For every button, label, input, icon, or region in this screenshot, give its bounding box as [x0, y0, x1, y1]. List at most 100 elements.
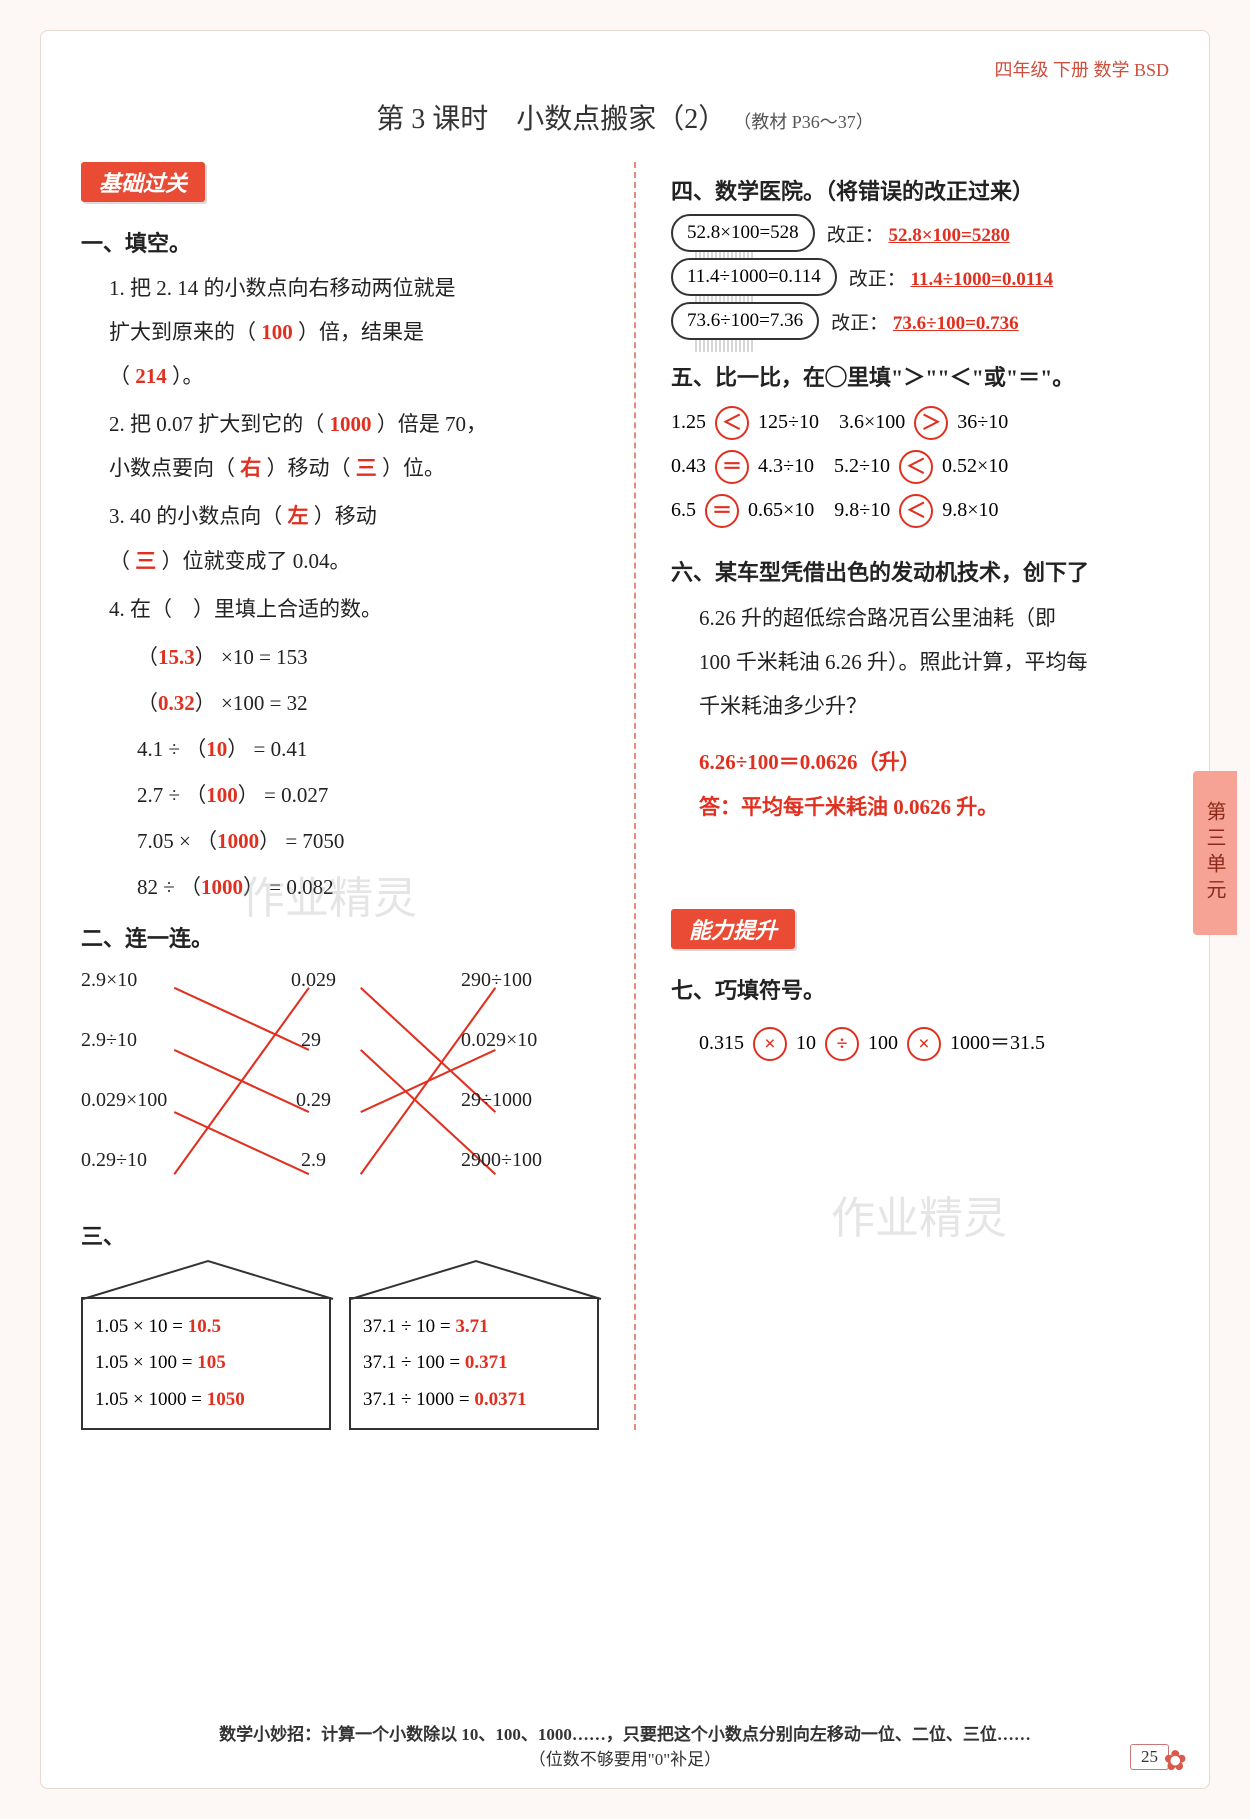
- correction-ans: 11.4÷1000=0.0114: [911, 269, 1054, 290]
- s1-q3: 3. 40 的小数点向（ 左 ）移动 （ 三 ）位就变成了 0.04。: [109, 494, 599, 582]
- footer-tip2: （位数不够要用"0"补足）: [81, 1745, 1169, 1770]
- correction-ans: 52.8×100=5280: [888, 225, 1009, 246]
- roof-icon: [349, 1257, 603, 1301]
- s1-q3-d: ）位就变成了 0.04。: [162, 549, 351, 573]
- s6-l2: 6.26 升的超低综合路况百公里油耗（即: [699, 606, 1056, 630]
- s1-q2: 2. 把 0.07 扩大到它的（ 1000 ）倍是 70， 小数点要向（ 右 ）…: [109, 402, 599, 490]
- title-part-b: 小数点搬家（2）: [516, 104, 726, 135]
- s4-row: 52.8×100=528 改正： 52.8×100=5280: [671, 214, 1169, 252]
- house-row: 1.05 × 1000 = 1050: [95, 1382, 317, 1418]
- q4-ans: 10: [206, 737, 227, 761]
- correction-lead: 改正：: [831, 313, 888, 334]
- page: 四年级 下册 数学 BSD 第 3 课时 小数点搬家（2） （教材 P36～37…: [40, 30, 1210, 1789]
- tag-advance: 能力提升: [671, 909, 795, 949]
- s6-ans: 答：平均每千米耗油 0.0626 升。: [699, 795, 998, 819]
- q4-ans: 1000: [217, 829, 259, 853]
- house-row: 1.05 × 100 = 105: [95, 1345, 317, 1381]
- footer-tip1: 数学小妙招：计算一个小数除以 10、100、1000……，只要把这个小数点分别向…: [81, 1720, 1169, 1745]
- cmp-b: 125÷10: [758, 411, 819, 433]
- house-ans: 1050: [207, 1389, 245, 1410]
- s1-head: 一、填空。: [81, 226, 599, 258]
- c-m4: 2.9: [301, 1149, 326, 1172]
- cmp-d: 36÷10: [957, 411, 1008, 433]
- cmp-b: 4.3÷10: [758, 455, 814, 477]
- q4-ans: 0.32: [158, 691, 195, 715]
- s4-row: 73.6÷100=7.36 改正： 73.6÷100=0.736: [671, 302, 1169, 340]
- s7-d: 1000＝31.5: [950, 1032, 1045, 1054]
- s1-q1-d: （: [109, 364, 130, 388]
- cmp-b: 0.65×10: [748, 499, 814, 521]
- cloud: 11.4÷1000=0.114: [671, 258, 837, 296]
- house-pre: 1.05 × 100 =: [95, 1352, 197, 1373]
- house-row: 37.1 ÷ 1000 = 0.0371: [363, 1382, 585, 1418]
- s7-op3: ×: [907, 1027, 941, 1061]
- cmp-op2: ＞: [914, 406, 948, 440]
- s6-l3: 100 千米耗油 6.26 升）。照此计算，平均每: [699, 650, 1088, 674]
- s6-head: 六、某车型凭借出色的发动机技术，创下了: [671, 560, 1089, 585]
- q4-post: ） ×10 = 153: [195, 645, 308, 669]
- s4-head: 四、数学医院。（将错误的改正过来）: [671, 174, 1169, 206]
- s2-head: 二、连一连。: [81, 921, 599, 953]
- house-ans: 0.371: [465, 1352, 508, 1373]
- cmp-op: ＝: [715, 450, 749, 484]
- s7-op1: ×: [753, 1027, 787, 1061]
- q4-post: ） = 0.41: [227, 737, 307, 761]
- right-column: 四、数学医院。（将错误的改正过来） 52.8×100=528 改正： 52.8×…: [671, 162, 1169, 1430]
- s7-a: 0.315: [699, 1032, 744, 1054]
- c-m3: 0.29: [296, 1089, 331, 1112]
- cmp-c: 9.8÷10: [834, 499, 890, 521]
- q4-pre: 82 ÷ （: [137, 875, 201, 899]
- q4-pre: 7.05 × （: [137, 829, 217, 853]
- watermark: 作业精灵: [831, 1182, 1007, 1246]
- s1-q2-b: ）倍是 70，: [377, 412, 487, 436]
- s1-q1: 1. 把 2. 14 的小数点向右移动两位就是 扩大到原来的（ 100 ）倍，结…: [109, 266, 599, 398]
- cmp-op2: ＜: [899, 450, 933, 484]
- cmp-op: ＝: [705, 494, 739, 528]
- cmp-op: ＜: [715, 406, 749, 440]
- c-r1: 290÷100: [461, 969, 532, 992]
- q4-ans: 15.3: [158, 645, 195, 669]
- house-pre: 37.1 ÷ 100 =: [363, 1352, 465, 1373]
- house-ans: 0.0371: [474, 1389, 526, 1410]
- c-r4: 2900÷100: [461, 1149, 542, 1172]
- s1-q2-c: 小数点要向（: [109, 456, 235, 480]
- q4-post: ） = 0.027: [238, 783, 329, 807]
- correction-lead: 改正：: [827, 225, 884, 246]
- s7-expr: 0.315 × 10 ÷ 100 × 1000＝31.5: [699, 1021, 1169, 1065]
- s1-q4-row: 82 ÷ （1000） = 0.082: [137, 865, 599, 909]
- s3-head: 三、: [81, 1219, 599, 1251]
- s1-q4-head: 4. 在（ ）里填上合适的数。: [109, 587, 599, 631]
- s1-q3-ans2: 三: [135, 549, 156, 573]
- s7-head: 七、巧填符号。: [671, 973, 1169, 1005]
- s1-q4-row: 7.05 × （1000） = 7050: [137, 819, 599, 863]
- c-m1: 0.029: [291, 969, 336, 992]
- s4-row: 11.4÷1000=0.114 改正： 11.4÷1000=0.0114: [671, 258, 1169, 296]
- s7-c: 100: [868, 1032, 898, 1054]
- house-row: 37.1 ÷ 10 = 3.71: [363, 1309, 585, 1345]
- q4-pre: 2.7 ÷ （: [137, 783, 206, 807]
- s5-row: 0.43 ＝ 4.3÷10 5.2÷10 ＜ 0.52×10: [671, 444, 1169, 488]
- cmp-c: 3.6×100: [839, 411, 905, 433]
- s1-q1-ans2: 214: [135, 364, 167, 388]
- cmp-c: 5.2÷10: [834, 455, 890, 477]
- s1-q2-d: ）移动（: [267, 456, 351, 480]
- left-column: 基础过关 一、填空。 1. 把 2. 14 的小数点向右移动两位就是 扩大到原来…: [81, 162, 599, 1430]
- s7-op2: ÷: [825, 1027, 859, 1061]
- cmp-a: 1.25: [671, 411, 706, 433]
- s1-q1-a: 1. 把 2. 14 的小数点向右移动两位就是: [109, 276, 456, 300]
- c-r3: 29÷1000: [461, 1089, 532, 1112]
- house-1: 1.05 × 10 = 10.51.05 × 100 = 1051.05 × 1…: [81, 1297, 331, 1429]
- tag-basic: 基础过关: [81, 162, 205, 202]
- column-separator: [634, 162, 636, 1430]
- house-pre: 37.1 ÷ 10 =: [363, 1316, 455, 1337]
- footer-tip1-text: 数学小妙招：计算一个小数除以 10、100、1000……，只要把这个小数点分别向…: [219, 1725, 1031, 1744]
- s7-b: 10: [796, 1032, 816, 1054]
- q4-pre: （: [137, 645, 158, 669]
- s6-calc: 6.26÷100＝0.0626（升）: [699, 750, 921, 774]
- flower-icon: ✿: [1164, 1744, 1187, 1778]
- s5-head: 五、比一比，在◯里填"＞""＜"或"＝"。: [671, 360, 1169, 392]
- q4-pre: 4.1 ÷ （: [137, 737, 206, 761]
- correction-lead: 改正：: [849, 269, 906, 290]
- house-row: 37.1 ÷ 100 = 0.371: [363, 1345, 585, 1381]
- house-2: 37.1 ÷ 10 = 3.7137.1 ÷ 100 = 0.37137.1 ÷…: [349, 1297, 599, 1429]
